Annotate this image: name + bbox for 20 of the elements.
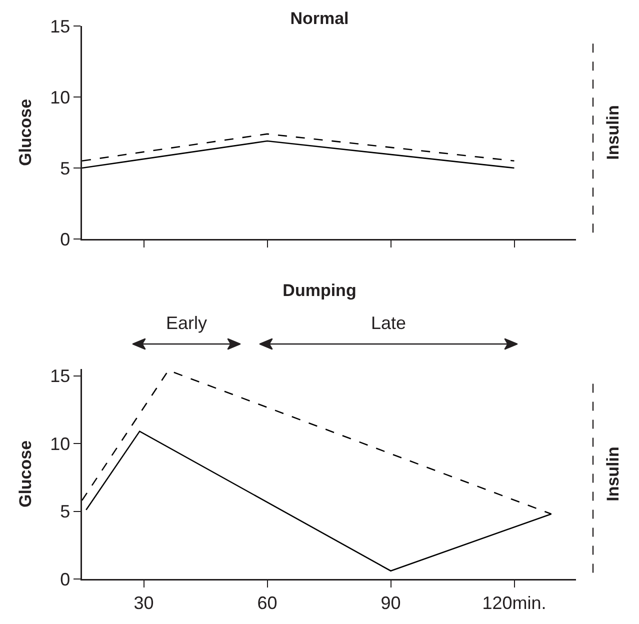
y-tick-label: 10: [50, 434, 70, 454]
y-axis-title: Glucose: [16, 440, 35, 508]
y-tick-label: 5: [60, 502, 70, 522]
y-axis-title: Glucose: [16, 98, 35, 166]
chart-title: Normal: [290, 8, 349, 28]
y-tick-label: 15: [50, 16, 70, 36]
x-tick-label: 120min.: [482, 592, 546, 613]
y-tick-label: 0: [60, 229, 70, 250]
y-tick-label: 5: [60, 158, 70, 178]
x-tick-label: 60: [257, 592, 278, 613]
y-tick-label: 10: [50, 87, 70, 108]
y2-axis-title: Insulin: [603, 105, 622, 160]
chart-title: Dumping: [282, 280, 356, 300]
text: Late: [371, 313, 406, 333]
y2-axis-title: Insulin: [603, 446, 622, 502]
y-tick-label: 0: [60, 569, 70, 590]
y-tick-label: 15: [50, 366, 70, 386]
x-tick-label: 30: [134, 592, 154, 613]
x-tick-label: 90: [380, 592, 401, 613]
text: Early: [166, 313, 208, 333]
